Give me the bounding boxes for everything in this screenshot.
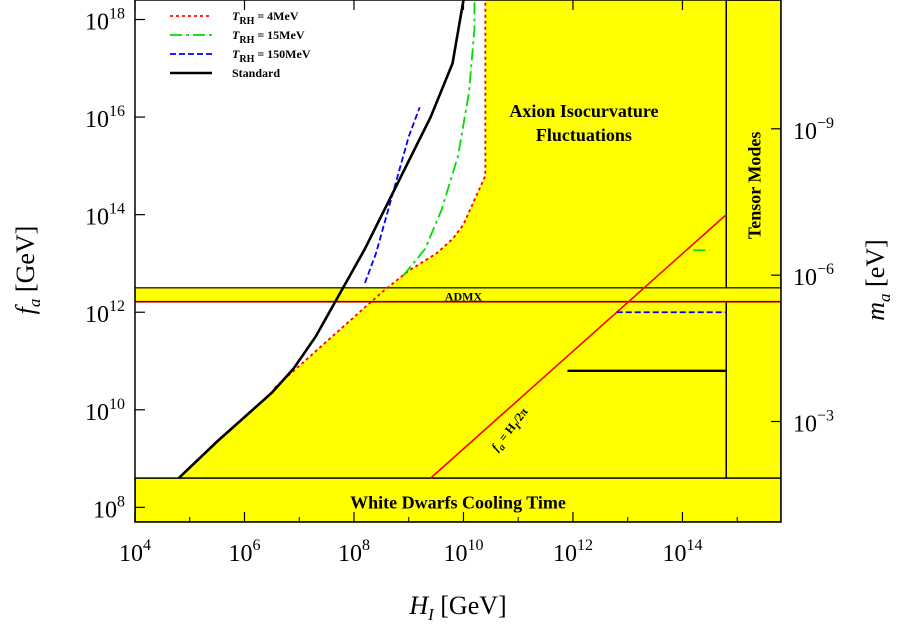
isocurvature-label-line1: Axion Isocurvature xyxy=(509,101,658,121)
isocurvature-region xyxy=(135,0,781,522)
y-tick-label-0: 108 xyxy=(93,493,125,523)
x-tick-label-3: 1010 xyxy=(443,537,483,567)
tensor-modes-region xyxy=(725,0,781,522)
legend-label-2: TRH = 150MeV xyxy=(232,47,311,65)
y-axis-title: fa [GeV] xyxy=(11,226,44,315)
y-tick-label-5: 1018 xyxy=(85,6,125,36)
white-dwarfs-label: White Dwarfs Cooling Time xyxy=(350,492,566,512)
diagonal-line xyxy=(430,214,727,479)
y2-axis-title: ma [eV] xyxy=(861,239,894,320)
y2-tick-label-2: 10−3 xyxy=(793,408,834,438)
x-tick-label-5: 1014 xyxy=(662,537,702,567)
curve-t-rh-4mev xyxy=(274,0,487,389)
legend-label-0: TRH = 4MeV xyxy=(232,9,299,27)
isocurvature-label-line2: Fluctuations xyxy=(536,125,632,145)
x-tick-label-2: 108 xyxy=(338,537,370,567)
y-tick-label-1: 1010 xyxy=(85,396,125,426)
curve-t-rh-15mev xyxy=(402,0,476,277)
x-tick-label-0: 104 xyxy=(119,537,151,567)
y2-tick-label-0: 10−9 xyxy=(793,115,834,145)
legend-label-1: TRH = 15MeV xyxy=(232,28,305,46)
curve-standard xyxy=(177,0,465,480)
y-tick-label-4: 1016 xyxy=(85,103,125,133)
y2-tick-label-1: 10−6 xyxy=(793,261,834,291)
y-tick-label-2: 1012 xyxy=(85,298,125,328)
x-tick-label-1: 106 xyxy=(228,537,260,567)
white-dwarfs-region xyxy=(135,477,781,522)
admx-label: ADMX xyxy=(445,289,483,303)
tensor-modes-label: Tensor Modes xyxy=(745,132,765,240)
x-axis-title: HI [GeV] xyxy=(408,591,506,624)
plot-frame xyxy=(134,0,782,523)
legend-label-3: Standard xyxy=(232,66,280,80)
x-tick-label-4: 1012 xyxy=(553,537,593,567)
y-tick-label-3: 1014 xyxy=(85,201,125,231)
plot-area: Axion Isocurvature Fluctuations White Dwar… xyxy=(135,0,781,522)
